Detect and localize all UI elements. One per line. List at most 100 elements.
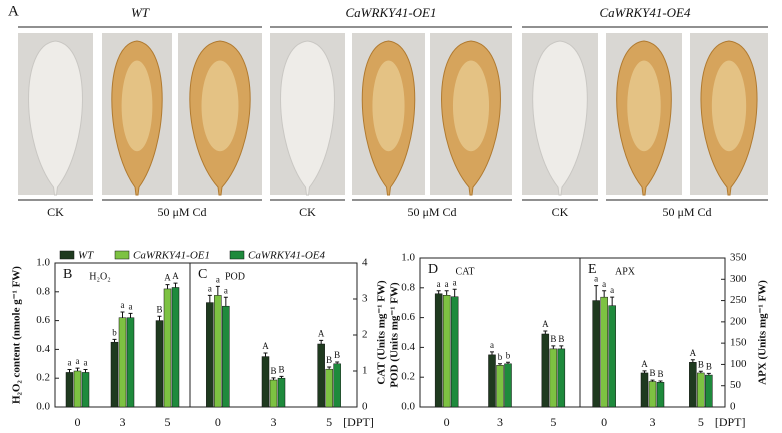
leaf	[28, 40, 83, 196]
x-tick-label: 5	[165, 415, 171, 429]
error-bar	[207, 294, 212, 303]
significance-letter: a	[453, 277, 457, 287]
bar	[126, 317, 135, 408]
error-bar	[610, 296, 615, 306]
bar	[214, 295, 222, 408]
bar	[118, 317, 127, 408]
bar	[222, 305, 230, 408]
bar	[608, 305, 616, 408]
group-title: CaWRKY41-OE1	[346, 5, 437, 20]
panel-label: D	[428, 262, 438, 277]
y-tick-label: 0.6	[36, 314, 50, 326]
y-tick-label: 0.4	[36, 343, 50, 355]
y-tick-label: 0.0	[36, 401, 50, 413]
error-bar	[706, 372, 711, 376]
legend-label: CaWRKY41-OE1	[133, 250, 210, 262]
error-bar	[83, 369, 88, 373]
y-axis-label: CAT (Units mg⁻¹ FW)	[376, 280, 388, 385]
y-tick-label: 0.6	[401, 311, 415, 323]
error-bar	[650, 379, 655, 382]
significance-letter: B	[649, 368, 655, 378]
y-tick-label: 2	[362, 329, 368, 341]
significance-letter: a	[208, 283, 212, 293]
bar	[549, 348, 558, 408]
significance-letter: A	[262, 341, 269, 351]
condition-label: CK	[47, 205, 64, 219]
legend-swatch	[114, 250, 130, 260]
bar	[557, 348, 566, 408]
bar	[81, 372, 90, 408]
y-tick-label: 200	[730, 315, 747, 327]
bar	[434, 293, 443, 408]
error-bar	[551, 345, 556, 349]
y-tick-label: 4	[362, 257, 368, 269]
panel-title: H₂O₂	[89, 271, 110, 282]
y-tick-label: 0.4	[401, 341, 415, 353]
panel-title: POD	[225, 271, 245, 282]
significance-letter: a	[129, 301, 133, 311]
significance-letter: A	[172, 271, 179, 281]
significance-letter: a	[216, 274, 220, 284]
significance-letter: B	[334, 350, 340, 360]
significance-letter: b	[112, 327, 117, 337]
y-tick-label: 1	[362, 365, 368, 377]
y-tick-label: 0	[362, 401, 368, 413]
bar	[155, 320, 164, 408]
legend-label: WT	[78, 250, 94, 262]
bar	[171, 287, 180, 408]
condition-label: 50 μM Cd	[662, 205, 711, 219]
error-bar	[223, 296, 228, 307]
group-title: WT	[131, 5, 150, 20]
error-bar	[498, 363, 502, 366]
bar	[269, 379, 278, 408]
error-bar	[543, 330, 548, 334]
y-axis-label: APX (Units mg⁻¹ FW)	[757, 280, 769, 385]
x-tick-label: 3	[497, 415, 503, 429]
x-tick-label: 5	[326, 415, 332, 429]
error-bar	[602, 290, 607, 298]
panel-label: C	[198, 267, 207, 282]
error-bar	[690, 359, 695, 363]
significance-letter: b	[498, 352, 503, 362]
significance-letter: B	[657, 369, 663, 379]
error-bar	[319, 339, 324, 344]
significance-letter: B	[706, 361, 712, 371]
x-tick-label: 5	[698, 415, 704, 429]
y-tick-label: 0.8	[36, 285, 50, 297]
error-bar	[335, 361, 340, 364]
legend-swatch	[229, 250, 245, 260]
error-bar	[120, 311, 125, 318]
y-tick-label: 0	[730, 401, 736, 413]
error-bar	[444, 290, 449, 296]
bar	[333, 363, 341, 408]
condition-label: CK	[299, 205, 316, 219]
bar	[442, 295, 451, 408]
error-bar	[436, 290, 441, 294]
panel-title: APX	[615, 266, 636, 277]
panel-label: A	[8, 3, 19, 19]
x-tick-label: 0	[215, 415, 221, 429]
bar	[689, 362, 697, 408]
error-bar	[452, 288, 457, 297]
leaf-spot	[627, 60, 661, 152]
error-bar	[490, 351, 494, 355]
y-tick-label: 50	[730, 379, 742, 391]
bar	[488, 354, 496, 408]
leaf-spot	[372, 60, 405, 152]
x-tick-label: 0	[75, 415, 81, 429]
error-bar	[112, 338, 117, 343]
significance-letter: a	[602, 279, 606, 289]
x-tick-label: 3	[650, 415, 656, 429]
error-bar	[594, 285, 599, 301]
error-bar	[263, 352, 268, 357]
y-tick-label: 300	[730, 273, 747, 285]
x-tick-label: 0	[444, 415, 450, 429]
error-bar	[128, 312, 133, 318]
x-axis-label: [DPT]	[343, 415, 374, 429]
bar	[73, 370, 82, 408]
significance-letter: b	[506, 350, 511, 360]
y-tick-label: 1.0	[36, 257, 50, 269]
leaf-spot	[121, 60, 153, 152]
significance-letter: B	[550, 334, 556, 344]
